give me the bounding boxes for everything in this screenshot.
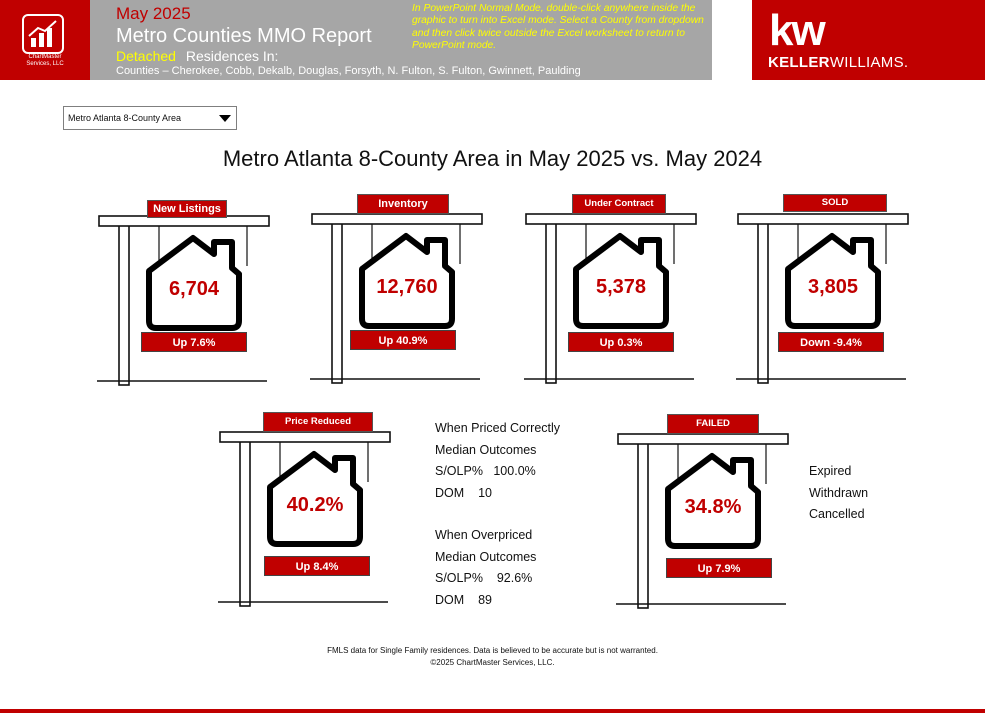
sold-label: SOLD (783, 194, 887, 212)
comparison-title: Metro Atlanta 8-County Area in May 2025 … (222, 146, 763, 171)
footer-disclaimer: FMLS data for Single Family residences. … (327, 646, 658, 655)
price-reduced-label: Price Reduced (263, 412, 373, 432)
yard-sign-frame-icon (310, 213, 483, 384)
overpriced-heading: When Overpriced (435, 528, 533, 542)
yard-sign-frame-icon (616, 433, 789, 609)
new-listings-label: New Listings (147, 200, 227, 218)
metric-sign-inventory: Inventory 12,760 Up 40.9% (310, 194, 520, 389)
price-reduced-value: 40.2% (286, 494, 344, 516)
yard-sign-frame-icon (524, 213, 697, 384)
overpriced-subheading: Median Outcomes (435, 549, 537, 564)
metric-sign-under-contract: Under Contract 5,378 Up 0.3% (524, 194, 734, 389)
report-title: Metro Counties MMO Report (116, 25, 372, 47)
inventory-value: 12,760 (376, 276, 438, 298)
priced-correctly-panel: When Priced Correctly Median Outcomes S/… (435, 418, 560, 504)
report-month: May 2025 (116, 4, 191, 23)
yard-sign-frame-icon (736, 213, 909, 384)
kw-logo-name: KELLERWILLIAMS. (768, 54, 909, 71)
failed-label: FAILED (667, 414, 759, 434)
priced-correctly-heading: When Priced Correctly (435, 421, 561, 435)
footer-copyright: ©2025 ChartMaster Services, LLC. (430, 658, 555, 667)
chevron-down-icon[interactable] (214, 107, 236, 129)
kw-logo-mark: kw (769, 6, 826, 55)
failed-value: 34.8% (684, 496, 742, 518)
failed-change-badge: Up 7.9% (666, 558, 772, 578)
brand-panel (0, 0, 90, 80)
residences-label: Residences In: (185, 48, 279, 64)
chartmaster-logo-icon (22, 14, 64, 54)
new-listings-value: 6,704 (168, 278, 220, 300)
property-type: Detached (116, 48, 176, 64)
metric-sign-sold: SOLD 3,805 Down -9.4% (736, 194, 946, 389)
priced-correctly-subheading: Median Outcomes (435, 442, 537, 457)
bottom-rule (0, 709, 985, 713)
failed-breakdown: Expired Withdrawn Cancelled (809, 461, 868, 526)
priced-correctly-dom: DOM 10 (435, 485, 492, 500)
sold-value: 3,805 (807, 276, 859, 298)
under-contract-change-badge: Up 0.3% (568, 332, 674, 352)
sold-change-badge: Down -9.4% (778, 332, 884, 352)
failed-cancelled: Cancelled (809, 507, 865, 521)
metric-sign-new-listings: New Listings 6,704 Up 7.6% (97, 196, 307, 391)
overpriced-dom: DOM 89 (435, 592, 492, 607)
property-type-line: Detached Residences In: (116, 48, 278, 64)
new-listings-change-badge: Up 7.6% (141, 332, 247, 352)
instructions-note: In PowerPoint Normal Mode, double-click … (412, 3, 704, 51)
yard-sign-frame-icon (97, 215, 270, 386)
failed-expired: Expired (809, 464, 852, 478)
metric-sign-price-reduced: Price Reduced 40.2% Up 8.4% (218, 412, 428, 612)
brand-name: ChartMaster Services, LLC (26, 54, 64, 67)
counties-list: Counties – Cherokee, Cobb, Dekalb, Dougl… (116, 65, 581, 77)
overpriced-solp: S/OLP% 92.6% (435, 571, 533, 585)
report-header (90, 0, 712, 80)
county-dropdown[interactable]: Metro Atlanta 8-County Area (63, 106, 237, 130)
under-contract-value: 5,378 (595, 276, 647, 298)
overpriced-panel: When Overpriced Median Outcomes S/OLP% 9… (435, 525, 536, 611)
metric-sign-failed: FAILED 34.8% Up 7.9% (616, 414, 826, 614)
inventory-change-badge: Up 40.9% (350, 330, 456, 350)
failed-withdrawn: Withdrawn (809, 485, 869, 500)
price-reduced-change-badge: Up 8.4% (264, 556, 370, 576)
yard-sign-frame-icon (218, 431, 391, 607)
keller-williams-logo (752, 0, 985, 80)
priced-correctly-solp: S/OLP% 100.0% (435, 464, 536, 478)
under-contract-label: Under Contract (572, 194, 666, 214)
county-dropdown-value: Metro Atlanta 8-County Area (68, 113, 182, 123)
inventory-label: Inventory (357, 194, 449, 214)
